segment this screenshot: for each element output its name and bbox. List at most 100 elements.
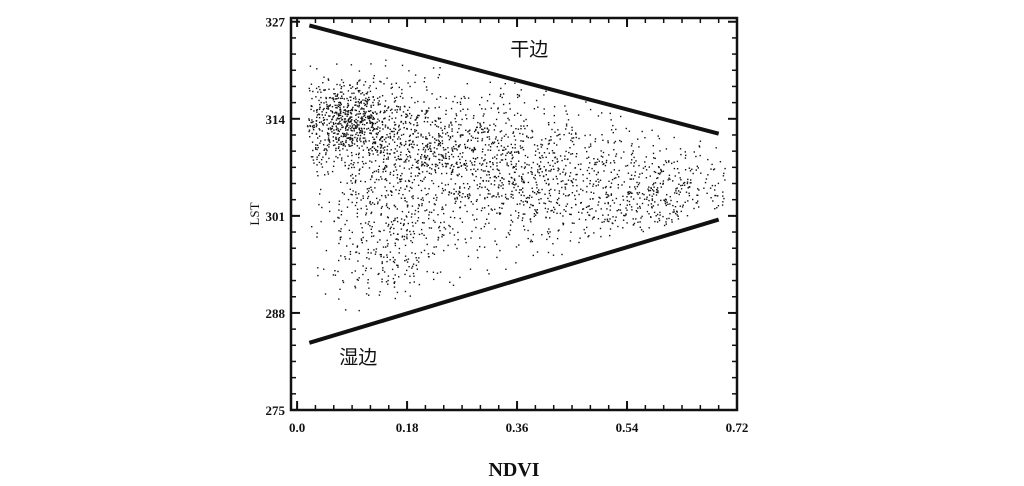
- scatter-point: [366, 192, 369, 194]
- scatter-point: [351, 141, 353, 143]
- scatter-point: [350, 87, 352, 89]
- scatter-point: [338, 117, 341, 120]
- scatter-point: [480, 169, 483, 171]
- scatter-point: [438, 158, 440, 161]
- scatter-point: [556, 202, 559, 205]
- scatter-point: [323, 119, 326, 121]
- scatter-point: [367, 190, 370, 192]
- scatter-point: [356, 132, 358, 134]
- scatter-point: [461, 156, 463, 158]
- scatter-point: [552, 152, 554, 154]
- scatter-point: [507, 136, 509, 138]
- scatter-point: [363, 102, 365, 105]
- scatter-point: [344, 127, 347, 129]
- scatter-point: [617, 187, 619, 189]
- scatter-point: [375, 248, 378, 250]
- scatter-point: [447, 183, 449, 186]
- scatter-point: [428, 132, 430, 134]
- scatter-point: [507, 117, 509, 120]
- scatter-point: [424, 187, 426, 190]
- scatter-point: [602, 156, 604, 158]
- scatter-point: [387, 279, 389, 282]
- scatter-point: [362, 163, 365, 165]
- scatter-point: [373, 128, 375, 130]
- scatter-point: [405, 259, 408, 261]
- scatter-point: [653, 211, 656, 214]
- scatter-point: [436, 164, 439, 167]
- scatter-point: [393, 133, 396, 136]
- scatter-point: [356, 87, 358, 89]
- scatter-point: [457, 155, 460, 158]
- scatter-point: [545, 174, 547, 176]
- scatter-point: [677, 190, 680, 192]
- scatter-point: [657, 190, 659, 192]
- scatter-point: [316, 148, 318, 151]
- scatter-point: [316, 116, 318, 118]
- scatter-point: [499, 172, 501, 175]
- scatter-point: [401, 172, 403, 175]
- scatter-point: [434, 141, 436, 144]
- scatter-point: [548, 192, 551, 195]
- scatter-point: [511, 157, 513, 160]
- scatter-point: [354, 109, 356, 111]
- scatter-point: [384, 100, 387, 102]
- scatter-point: [409, 139, 411, 142]
- scatter-point: [470, 237, 472, 239]
- scatter-point: [625, 127, 627, 130]
- scatter-point: [396, 264, 398, 266]
- scatter-point: [489, 149, 492, 151]
- scatter-point: [395, 159, 398, 161]
- scatter-point: [490, 107, 492, 109]
- scatter-point: [452, 100, 454, 103]
- scatter-point: [612, 131, 614, 134]
- scatter-point: [614, 140, 617, 143]
- scatter-point: [536, 212, 539, 214]
- scatter-point: [628, 200, 631, 203]
- scatter-point: [550, 188, 552, 191]
- scatter-point: [483, 225, 486, 228]
- scatter-point: [590, 145, 592, 147]
- scatter-point: [355, 175, 357, 177]
- scatter-point: [715, 194, 717, 197]
- scatter-point: [476, 157, 479, 159]
- scatter-point: [673, 209, 675, 211]
- scatter-point: [592, 216, 595, 219]
- scatter-point: [658, 219, 661, 222]
- scatter-point: [598, 160, 600, 162]
- scatter-point: [430, 142, 432, 144]
- scatter-point: [361, 117, 364, 120]
- scatter-point: [579, 237, 581, 239]
- scatter-point: [356, 124, 358, 126]
- scatter-point: [686, 215, 689, 217]
- scatter-point: [372, 130, 374, 132]
- scatter-point: [456, 101, 459, 104]
- scatter-point: [387, 225, 389, 227]
- scatter-point: [669, 213, 671, 215]
- scatter-point: [322, 156, 324, 158]
- scatter-point: [467, 97, 470, 99]
- scatter-point: [654, 182, 657, 184]
- scatter-point: [433, 203, 436, 205]
- scatter-point: [456, 163, 458, 165]
- scatter-point: [440, 221, 442, 224]
- scatter-point: [384, 65, 387, 67]
- scatter-point: [389, 173, 391, 176]
- scatter-point: [336, 117, 339, 119]
- scatter-point: [366, 122, 368, 124]
- scatter-point: [362, 156, 364, 158]
- scatter-point: [514, 171, 516, 174]
- scatter-point: [406, 233, 408, 236]
- scatter-point: [360, 223, 362, 225]
- scatter-point: [636, 211, 638, 213]
- scatter-point: [370, 252, 372, 254]
- scatter-point: [518, 244, 520, 246]
- scatter-point: [713, 168, 716, 170]
- scatter-point: [338, 137, 341, 139]
- scatter-point: [369, 116, 371, 118]
- scatter-point: [315, 123, 317, 125]
- scatter-point: [554, 156, 557, 158]
- scatter-point: [665, 204, 667, 207]
- scatter-point: [484, 127, 486, 129]
- scatter-point: [622, 195, 624, 197]
- scatter-point: [575, 133, 577, 135]
